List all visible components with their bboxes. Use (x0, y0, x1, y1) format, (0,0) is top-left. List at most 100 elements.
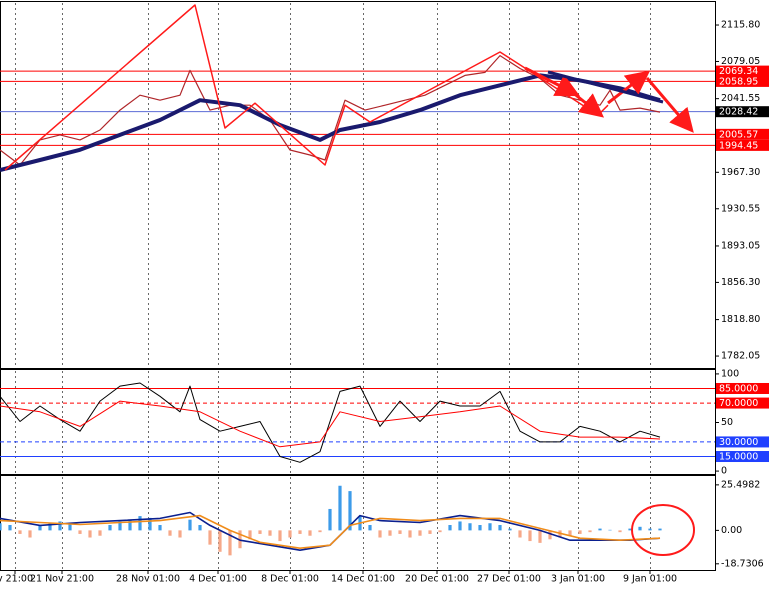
histogram-bar (568, 530, 572, 536)
histogram-bar (408, 530, 412, 538)
histogram-bar (548, 530, 552, 540)
level-label: 2028.42 (719, 107, 758, 118)
histogram-bar (338, 485, 342, 531)
histogram-bar (258, 530, 262, 534)
histogram-bar (318, 530, 322, 533)
histogram-bar (608, 529, 612, 531)
histogram-bar (138, 516, 142, 531)
level-label: 2058.95 (719, 76, 758, 87)
arrow (645, 77, 694, 133)
trend-line (547, 70, 664, 104)
histogram-bar (248, 530, 252, 540)
level-label-box (716, 75, 769, 87)
histogram-bar (598, 528, 602, 531)
x-tick-label: 27 Dec 01:00 (477, 574, 541, 585)
histogram-bar (98, 530, 102, 536)
histogram-bar (28, 530, 32, 538)
level-label: 1994.45 (719, 140, 758, 151)
histogram-bar (508, 528, 512, 531)
highlight-circle (631, 504, 695, 556)
x-tick-label: 21 Nov 21:00 (30, 574, 94, 585)
histogram-bar (218, 530, 222, 552)
histogram-bar (148, 517, 152, 531)
y-tick-label: 25.4982 (721, 479, 760, 490)
histogram-bar (198, 525, 202, 531)
histogram-bar (188, 519, 192, 531)
histogram-bar (328, 508, 332, 531)
histogram-bar (78, 530, 82, 534)
histogram-bar (378, 530, 382, 538)
histogram-bar (0, 523, 2, 531)
histogram-bar (628, 528, 632, 531)
histogram-bar (438, 530, 442, 533)
level-label: 2069.34 (719, 66, 758, 77)
y-tick-label: 1856.30 (721, 277, 760, 288)
histogram-bar (168, 530, 172, 536)
series-line (4, 4, 609, 171)
y-tick-label: 2079.05 (721, 56, 760, 67)
level-label-box (716, 397, 769, 409)
level-label-box (716, 436, 769, 448)
x-tick-label: 14 Dec 01:00 (331, 574, 395, 585)
histogram-bar (538, 530, 542, 543)
y-tick-label: -18.7306 (721, 558, 764, 569)
histogram-bar (88, 530, 92, 538)
panel-frame (0, 1, 716, 369)
y-tick-label: 2041.55 (721, 93, 760, 104)
y-tick-label: 1818.80 (721, 314, 760, 325)
histogram-bar (428, 530, 432, 534)
series-line (0, 514, 661, 549)
level-label-box (716, 106, 769, 118)
x-tick-label: 28 Nov 01:00 (116, 574, 180, 585)
x-tick-label: 20 Dec 01:00 (405, 574, 469, 585)
histogram-bar (368, 525, 372, 531)
histogram-bar (158, 525, 162, 531)
histogram-bar (208, 530, 212, 545)
y-tick-label: 1930.55 (721, 203, 760, 214)
level-label-box (716, 128, 769, 140)
histogram-bar (68, 523, 72, 531)
histogram-bar (418, 530, 422, 536)
histogram-bar (48, 523, 52, 531)
histogram-bar (618, 530, 622, 533)
histogram-bar (488, 523, 492, 531)
histogram-bar (448, 525, 452, 531)
histogram-bar (38, 525, 42, 531)
histogram-bar (638, 526, 642, 531)
histogram-bar (308, 530, 312, 536)
series-line (0, 400, 661, 448)
histogram-bar (528, 530, 532, 542)
histogram-bar (298, 530, 302, 534)
arrow (571, 90, 605, 118)
x-tick-label: 3 Jan 01:00 (551, 574, 605, 585)
level-label-box (716, 451, 769, 463)
histogram-bar (658, 528, 662, 531)
level-label-box (716, 65, 769, 77)
y-tick-label: 1782.05 (721, 351, 760, 362)
histogram-bar (238, 530, 242, 549)
histogram-bar (498, 525, 502, 531)
y-tick-label: 100 (721, 368, 739, 379)
level-label: 85.0000 (719, 383, 758, 394)
y-tick-label: 1893.05 (721, 240, 760, 251)
level-label: 70.0000 (719, 398, 758, 409)
level-label-box (716, 382, 769, 394)
histogram-bar (278, 530, 282, 542)
histogram-bar (468, 523, 472, 531)
histogram-bar (268, 530, 272, 536)
y-tick-label: 50 (721, 417, 733, 428)
series-line (0, 73, 661, 172)
histogram-bar (118, 521, 122, 531)
arrow (607, 70, 651, 105)
x-tick-label: 8 Dec 01:00 (261, 574, 319, 585)
histogram-bar (288, 530, 292, 538)
histogram-bar (518, 530, 522, 538)
y-tick-label: 0 (721, 466, 727, 477)
level-label-box (716, 139, 769, 151)
histogram-bar (128, 519, 132, 531)
y-tick-label: 2115.80 (721, 20, 760, 31)
histogram-bar (108, 525, 112, 531)
